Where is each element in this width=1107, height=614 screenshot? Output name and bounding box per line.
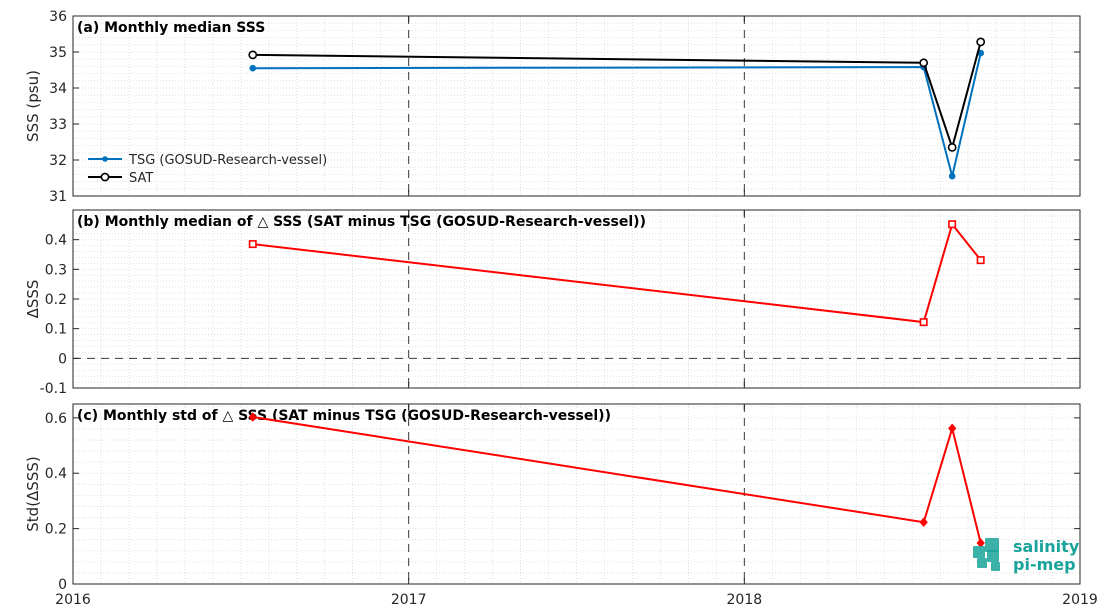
logo-cube-shape [973, 546, 985, 558]
legend-label: TSG (GOSUD-Research-vessel) [128, 153, 327, 168]
series-line-delta [252, 222, 982, 324]
plot-area [73, 210, 1080, 388]
y-tick-label: 31 [49, 189, 67, 205]
axes-box [72, 209, 1081, 389]
data-point [948, 220, 957, 229]
data-point [919, 58, 929, 68]
y-tick-label: 0.1 [45, 322, 67, 338]
y-tick-label: 0.4 [45, 466, 67, 482]
data-point [948, 172, 956, 180]
y-tick-label: 36 [49, 9, 67, 25]
y-axis-label: ΔSSS [24, 280, 42, 319]
data-point [948, 423, 957, 434]
data-point [249, 64, 257, 72]
data-point [976, 37, 986, 47]
series-line-sat [252, 41, 982, 151]
panel-3: 0 0.2 0.4 0.6 Std(ΔSSS) (c) Monthly std of △ … [24, 403, 1098, 608]
data-point [947, 142, 957, 152]
logo-cube-shape [991, 562, 1000, 571]
y-axis-label: Std(ΔSSS) [24, 456, 42, 531]
legend: TSG (GOSUD-Research-vessel) SAT [88, 153, 327, 186]
series-line-tsg [252, 52, 982, 177]
series-line-delta [252, 416, 982, 544]
data-point [248, 50, 258, 60]
y-tick-label: 0 [58, 351, 67, 367]
y-tick-label: 33 [49, 117, 67, 133]
y-tick-label: 35 [49, 45, 67, 61]
data-point [248, 240, 257, 249]
panel-2: -0.1 0 0.1 0.2 0.3 0.4 ΔSSS (b) Monthly median … [24, 209, 1081, 397]
legend-marker [102, 156, 108, 162]
y-tick-label: 0.3 [45, 262, 67, 278]
logo-cube-shape [987, 550, 999, 562]
logo-cube-shape [977, 558, 987, 568]
x-tick-label: 2019 [1062, 592, 1098, 608]
axes-box [72, 15, 1081, 197]
data-point [248, 412, 257, 422]
legend-label: SAT [129, 171, 153, 186]
y-tick-label: 34 [49, 81, 67, 97]
panel-title: (c) Monthly std of △ SSS (SAT minus TSG … [77, 408, 611, 424]
axes-box [72, 403, 1081, 585]
x-tick-label: 2017 [391, 592, 427, 608]
logo-text-line2: pi-mep [1013, 555, 1076, 574]
logo-cube-shape [985, 538, 999, 552]
y-tick-label: 0.2 [45, 522, 67, 538]
y-tick-label: 32 [49, 153, 67, 169]
panel-title: (a) Monthly median SSS [77, 20, 265, 36]
y-tick-label: 0.6 [45, 411, 67, 427]
data-point [919, 517, 928, 528]
panel-title: (b) Monthly median of △ SSS (SAT minus T… [77, 214, 646, 230]
logo-text-line1: salinity [1013, 537, 1080, 556]
x-tick-label: 2016 [55, 592, 91, 608]
x-tick-label: 2018 [727, 592, 763, 608]
legend-marker [100, 172, 110, 182]
y-tick-label: 0.4 [45, 233, 67, 249]
y-tick-label: 0.2 [45, 292, 67, 308]
data-point [919, 318, 928, 327]
data-point [976, 256, 985, 265]
panel-1: 31 32 33 34 35 36 SSS (psu) (a) Monthly median … [24, 9, 1081, 205]
y-axis-label: SSS (psu) [24, 70, 42, 142]
y-tick-label: 0 [58, 577, 67, 593]
y-tick-label: -0.1 [40, 381, 67, 397]
